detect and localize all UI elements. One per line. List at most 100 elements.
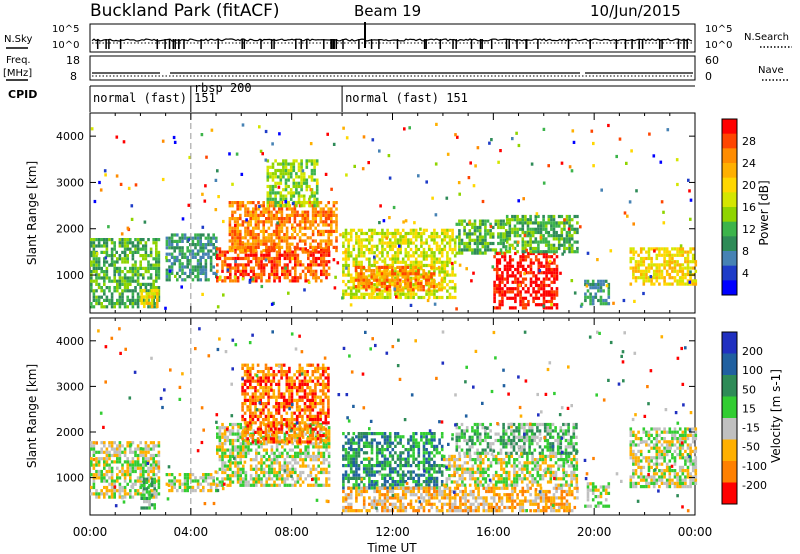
data-cell (396, 285, 399, 289)
data-cell (97, 263, 101, 267)
data-cell (170, 489, 174, 493)
data-cell (324, 223, 328, 227)
data-cell (678, 263, 682, 267)
nave-label: Nave (758, 65, 784, 76)
data-cell (494, 222, 498, 226)
data-cell (435, 244, 439, 248)
data-cell (357, 265, 360, 269)
data-cell (229, 474, 232, 478)
data-cell (409, 269, 412, 273)
data-cell (282, 197, 285, 201)
data-cell (234, 432, 237, 436)
data-cell (499, 248, 503, 252)
data-cell (226, 250, 229, 254)
data-cell (498, 290, 502, 294)
data-cell (433, 257, 436, 261)
data-cell (285, 233, 289, 237)
data-cell (147, 282, 150, 286)
data-cell (257, 223, 260, 227)
data-cell (181, 265, 184, 269)
data-cell (443, 247, 447, 252)
data-cell (359, 265, 363, 269)
data-cell (265, 217, 268, 221)
data-cell (266, 165, 270, 169)
data-cell (668, 253, 672, 257)
data-cell (391, 247, 395, 252)
data-cell (430, 235, 434, 239)
data-cell (212, 482, 215, 486)
data-cell (508, 250, 512, 254)
data-cell (272, 405, 276, 409)
data-cell (281, 474, 284, 478)
data-cell (221, 470, 224, 475)
data-cell (544, 221, 548, 225)
data-cell (280, 427, 283, 431)
data-cell (515, 131, 518, 135)
data-cell (291, 256, 294, 261)
data-cell (380, 281, 384, 285)
data-cell (393, 281, 397, 285)
data-cell (524, 240, 527, 244)
data-cell (370, 238, 374, 242)
nsearch-label: N.Search (744, 32, 789, 43)
data-cell (312, 272, 315, 277)
data-cell (121, 289, 124, 293)
data-cell (272, 389, 276, 393)
data-cell (468, 220, 471, 225)
data-cell (498, 280, 502, 284)
data-cell (305, 188, 309, 192)
data-cell (325, 458, 328, 462)
data-cell (139, 479, 142, 483)
data-cell (92, 244, 96, 248)
data-cell (296, 445, 300, 449)
data-cell (292, 178, 296, 182)
data-cell (131, 305, 135, 309)
data-cell (425, 257, 428, 261)
data-cell (359, 275, 363, 279)
data-cell (304, 233, 307, 237)
data-cell (563, 227, 566, 231)
data-cell (332, 220, 336, 224)
data-cell (246, 421, 249, 425)
data-cell (267, 395, 270, 399)
data-cell (504, 248, 508, 252)
data-cell (191, 489, 195, 493)
data-cell (521, 255, 525, 259)
data-cell (373, 244, 376, 248)
data-cell (599, 282, 603, 287)
data-cell (295, 188, 298, 192)
data-cell (609, 249, 613, 253)
data-cell (537, 303, 541, 307)
data-cell (665, 247, 669, 251)
data-cell (110, 247, 114, 251)
data-cell (660, 200, 664, 204)
data-cell (244, 229, 247, 233)
data-cell (425, 228, 428, 232)
data-cell (532, 271, 535, 275)
data-cell (425, 180, 428, 184)
data-cell (645, 279, 648, 283)
data-cell (165, 256, 168, 260)
data-cell (265, 279, 268, 283)
data-cell (243, 434, 247, 438)
data-cell (524, 303, 528, 307)
data-cell (383, 272, 386, 276)
data-cell (221, 253, 224, 257)
data-cell (228, 239, 232, 243)
data-cell (443, 244, 447, 248)
data-cell (505, 230, 509, 235)
data-cell (178, 473, 182, 477)
data-cell (121, 463, 124, 467)
data-cell (307, 266, 310, 270)
data-cell (271, 184, 275, 189)
data-cell (97, 495, 101, 499)
data-cell (489, 225, 493, 229)
data-cell (136, 273, 140, 277)
data-cell (689, 266, 692, 270)
data-cell (189, 485, 192, 489)
data-cell (110, 241, 114, 245)
data-cell (573, 240, 577, 244)
data-cell (597, 286, 600, 290)
data-cell (634, 279, 638, 283)
data-cell (552, 246, 556, 251)
